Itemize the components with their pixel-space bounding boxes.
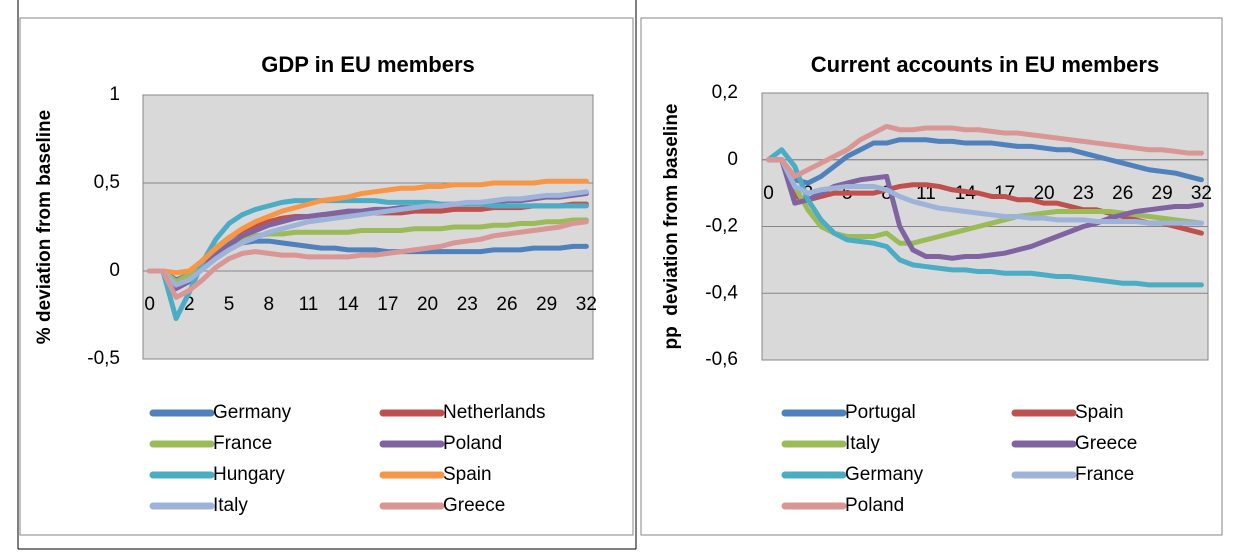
y-tick-label: -0,6	[705, 349, 738, 370]
x-tick-label: 29	[536, 294, 557, 315]
data-line	[766, 147, 1204, 288]
legend-label: Greece	[443, 495, 505, 516]
x-tick-label: 20	[1033, 183, 1054, 204]
chart-title: GDP in EU members	[261, 52, 475, 77]
legend-label: Poland	[443, 433, 502, 454]
y-tick-label: 0	[727, 149, 738, 170]
x-tick-label: 0	[763, 183, 774, 204]
x-tick-label: 26	[496, 294, 517, 315]
legend-label: Germany	[213, 402, 292, 423]
legend-label: Poland	[845, 495, 904, 516]
plot-area	[142, 94, 594, 360]
x-tick-label: 11	[299, 294, 319, 315]
data-line	[766, 157, 1204, 226]
x-tick-label: 20	[417, 294, 438, 315]
x-tick-label: 11	[916, 183, 936, 204]
legend-label: Netherlands	[443, 402, 545, 423]
legend-label: Italy	[213, 495, 248, 516]
x-tick-label: 26	[1112, 183, 1133, 204]
legend-label: Spain	[1075, 402, 1124, 423]
x-tick-label: 2	[184, 294, 195, 315]
legend-label: Portugal	[845, 402, 916, 423]
data-line	[147, 189, 589, 288]
x-tick-label: 17	[377, 294, 398, 315]
y-axis-label: pp deviation from baseline	[661, 104, 682, 350]
y-tick-label: 0	[109, 260, 120, 281]
x-tick-label: 23	[457, 294, 478, 315]
data-line	[766, 123, 1204, 179]
chart: Current accounts in EU members pp deviati…	[640, 17, 1223, 536]
data-line	[147, 198, 589, 322]
y-tick-label: -0,2	[705, 216, 738, 237]
x-tick-label: 5	[224, 294, 235, 315]
y-tick-label: 0,5	[94, 172, 120, 193]
legend-label: Greece	[1075, 433, 1137, 454]
data-line	[147, 219, 589, 300]
data-line	[766, 137, 1204, 186]
legend-label: Hungary	[213, 464, 285, 485]
x-tick-label: 14	[338, 294, 360, 315]
legend-label: Germany	[845, 464, 924, 485]
data-line	[147, 178, 589, 276]
y-tick-label: 1	[109, 84, 120, 105]
x-tick-label: 32	[1191, 183, 1212, 204]
x-tick-label: 8	[263, 294, 274, 315]
data-line	[766, 157, 1204, 236]
legend-label: France	[1075, 464, 1134, 485]
y-tick-label: -0,4	[705, 282, 738, 303]
x-tick-label: 32	[576, 294, 597, 315]
legend-label: Spain	[443, 464, 492, 485]
x-tick-label: 29	[1152, 183, 1173, 204]
x-tick-label: 8	[881, 183, 892, 204]
x-tick-label: 23	[1073, 183, 1094, 204]
chart-title: Current accounts in EU members	[811, 52, 1159, 77]
legend-label: France	[213, 433, 272, 454]
y-axis-label: % deviation from baseline	[34, 110, 55, 344]
legend-label: Italy	[845, 433, 880, 454]
y-tick-label: -0,5	[87, 348, 120, 369]
x-tick-label: 0	[144, 294, 155, 315]
chart: GDP in EU members % deviation from baseli…	[19, 17, 634, 536]
y-tick-label: 0,2	[712, 82, 738, 103]
